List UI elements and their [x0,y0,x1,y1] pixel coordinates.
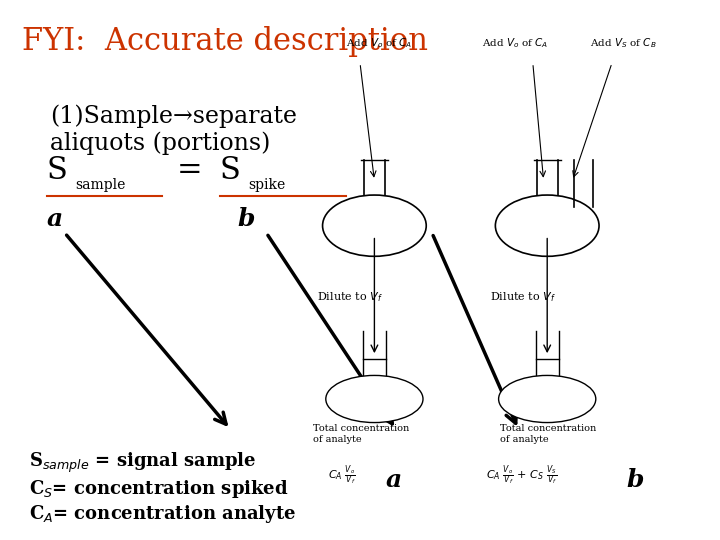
Text: spike: spike [248,178,286,192]
Text: Dilute to $V_f$: Dilute to $V_f$ [317,291,382,305]
Ellipse shape [498,375,596,423]
Text: b: b [238,207,255,231]
Text: Add $V_o$ of $C_A$: Add $V_o$ of $C_A$ [482,37,549,50]
Text: sample: sample [76,178,126,192]
Text: Total concentration
of analyte: Total concentration of analyte [313,424,410,443]
Text: S$_{sample}$ = signal sample
C$_{S}$= concentration spiked
C$_{A}$= concentratio: S$_{sample}$ = signal sample C$_{S}$= co… [29,450,296,525]
Text: (1)Sample→separate
aliquots (portions): (1)Sample→separate aliquots (portions) [50,105,297,156]
Text: Dilute to $V_f$: Dilute to $V_f$ [490,291,555,305]
Text: S: S [220,155,240,186]
Text: S: S [47,155,68,186]
Ellipse shape [495,195,599,256]
Ellipse shape [325,375,423,423]
Ellipse shape [323,195,426,256]
Text: FYI:  Accurate description: FYI: Accurate description [22,26,428,57]
Text: b: b [626,468,644,492]
Text: Total concentration
of analyte: Total concentration of analyte [500,424,597,443]
Text: =: = [176,155,202,186]
Text: a: a [385,468,402,492]
Text: a: a [47,207,63,231]
Text: Add $V_o$ of $C_A$: Add $V_o$ of $C_A$ [346,37,412,50]
Text: $C_A$ $\frac{V_o}{V_f}$: $C_A$ $\frac{V_o}{V_f}$ [328,463,356,488]
Text: $C_A$ $\frac{V_o}{V_f}$ + $C_S$ $\frac{V_S}{V_f}$: $C_A$ $\frac{V_o}{V_f}$ + $C_S$ $\frac{V… [486,463,557,488]
Text: Add $V_S$ of $C_B$: Add $V_S$ of $C_B$ [590,37,657,50]
